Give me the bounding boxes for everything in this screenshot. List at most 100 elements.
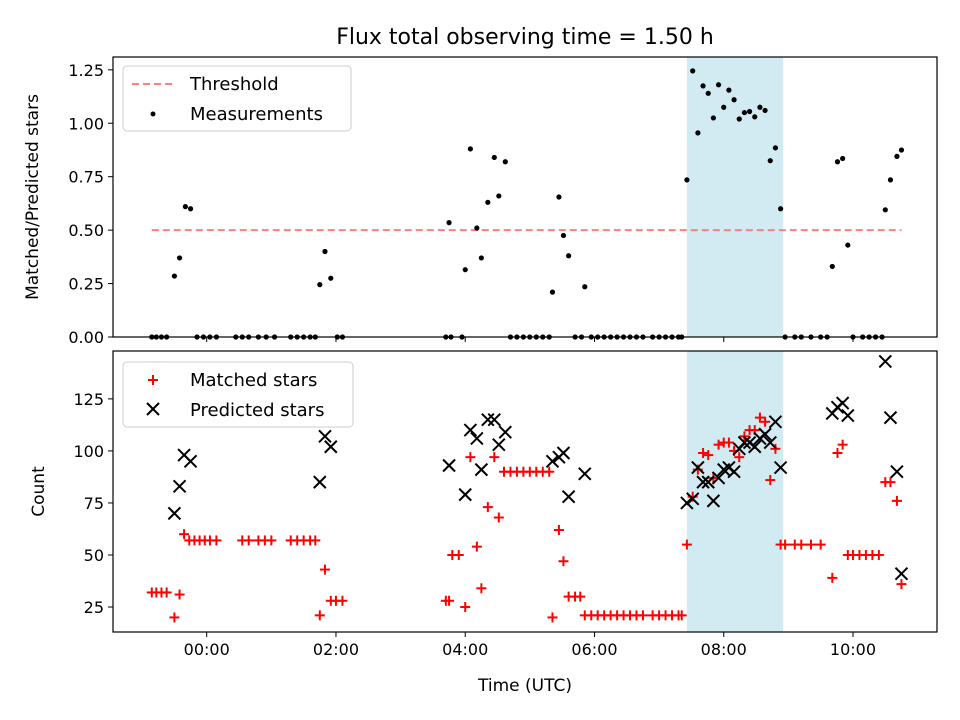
counts-panel: 00:00 02:00 04:00 06:00 08:00 10:00 25 50 75 100 1…	[29, 350, 938, 696]
measurement-point	[726, 87, 732, 93]
measurement-point	[491, 154, 497, 161]
predicted-star-point	[890, 465, 904, 479]
matched-star-point	[765, 475, 776, 486]
measurement-point	[752, 114, 758, 120]
matched-star-point	[827, 572, 838, 583]
matched-star-point	[713, 439, 724, 450]
measurement-point	[898, 147, 905, 153]
measurement-point	[845, 242, 851, 248]
ratio-y-tick-label: 0.50	[68, 221, 104, 240]
counts-legend-box	[122, 361, 354, 428]
matched-star-point	[460, 602, 471, 613]
counts-y-tick-label: 75	[84, 494, 104, 513]
matched-star-point	[243, 535, 254, 546]
matched-star-point	[575, 591, 586, 602]
matched-star-point	[544, 466, 555, 477]
predicted-star-point	[324, 440, 338, 454]
matched-star-point	[698, 447, 709, 458]
ratio-y-tick-label: 0.00	[68, 328, 104, 347]
x-tick-label: 00:00	[184, 640, 230, 659]
measurement-point	[182, 204, 188, 210]
measurement-point	[328, 275, 334, 281]
counts-legend: Matched stars Predicted stars	[122, 361, 354, 428]
matched-star-point	[558, 556, 569, 567]
counts-axes-frame	[112, 350, 938, 633]
predicted-star-point	[172, 479, 187, 494]
matched-star-point	[179, 529, 190, 540]
measurement-point	[317, 282, 323, 288]
measurement-point	[502, 159, 508, 165]
measurement-point	[556, 194, 562, 200]
threshold-legend-label: Threshold	[189, 74, 279, 95]
predicted-star-point	[763, 435, 777, 450]
measurement-point	[746, 108, 753, 115]
ratio-y-tick-label: 0.25	[68, 275, 104, 294]
measurement-point	[767, 158, 773, 164]
predicted-star-point	[748, 440, 762, 454]
predicted-star-point	[883, 410, 898, 425]
matched-star-point	[873, 549, 884, 560]
measurement-point	[834, 159, 841, 165]
predicted-star-point	[835, 396, 850, 410]
counts-y-tick-label: 50	[84, 546, 104, 565]
predicted-star-point	[492, 437, 506, 452]
chart-title: Flux total observing time = 1.50 h	[336, 25, 714, 50]
measurement-point	[741, 109, 748, 116]
matched-star-point	[734, 452, 745, 463]
matched-star-point	[681, 539, 692, 550]
matched-star-point	[211, 535, 222, 546]
measurement-point	[757, 104, 763, 110]
x-tick-label: 06:00	[571, 640, 617, 659]
measurement-point	[549, 289, 556, 295]
predicted-star-point	[463, 423, 478, 437]
x-tick-label: 02:00	[313, 640, 359, 659]
matched-star-point	[723, 437, 734, 448]
matched-legend-label: Matched stars	[190, 370, 317, 391]
measurement-point	[496, 193, 502, 199]
ratio-y-axis-label: Matched/Predicted stars	[23, 94, 43, 300]
counts-y-tick-label: 125	[73, 390, 104, 409]
predicted-star-point	[313, 475, 327, 489]
predicted-star-point	[706, 494, 721, 508]
predicted-star-point	[878, 354, 893, 369]
predicted-star-point	[768, 415, 783, 429]
measurement-point	[684, 177, 690, 183]
x-axis-label: Time (UTC)	[477, 676, 572, 696]
matched-star-point	[174, 589, 185, 600]
predicted-star-point	[318, 429, 332, 444]
measurement-point	[187, 206, 194, 212]
predicted-star-point	[498, 425, 512, 439]
counts-highlight-span	[686, 351, 784, 632]
predicted-star-point	[691, 460, 705, 475]
matched-star-point	[337, 595, 348, 606]
measurement-point	[705, 90, 711, 96]
counts-y-tick-label: 25	[84, 598, 104, 617]
matched-star-point	[453, 549, 464, 560]
matched-star-point	[815, 539, 826, 550]
predicted-legend-marker	[146, 402, 160, 416]
matched-star-point	[796, 539, 807, 550]
measurement-point	[882, 207, 888, 213]
matched-star-point	[754, 412, 765, 423]
measurement-point	[462, 267, 468, 273]
measurement-point	[322, 248, 328, 255]
predicted-star-point	[711, 471, 726, 485]
measurement-point	[894, 153, 900, 159]
ratio-highlight-span	[686, 57, 784, 337]
matched-star-point	[169, 612, 180, 623]
predicted-star-point	[701, 475, 715, 489]
predicted-star-point	[696, 475, 710, 489]
matched-star-point	[703, 450, 714, 461]
matched-star-point	[896, 579, 907, 590]
matched-star-point	[482, 502, 493, 513]
predicted-star-point	[442, 458, 456, 473]
predicted-star-point	[556, 446, 571, 460]
matched-star-point	[553, 525, 564, 536]
measurement-point	[736, 116, 742, 122]
matched-star-point	[319, 564, 330, 575]
measurement-point	[566, 253, 572, 259]
ratio-panel: 0.00 0.25 0.50 0.75 1.00 1.25 Matched/Predict…	[23, 56, 938, 347]
matched-star-point	[465, 452, 476, 463]
measurement-point	[176, 255, 183, 261]
